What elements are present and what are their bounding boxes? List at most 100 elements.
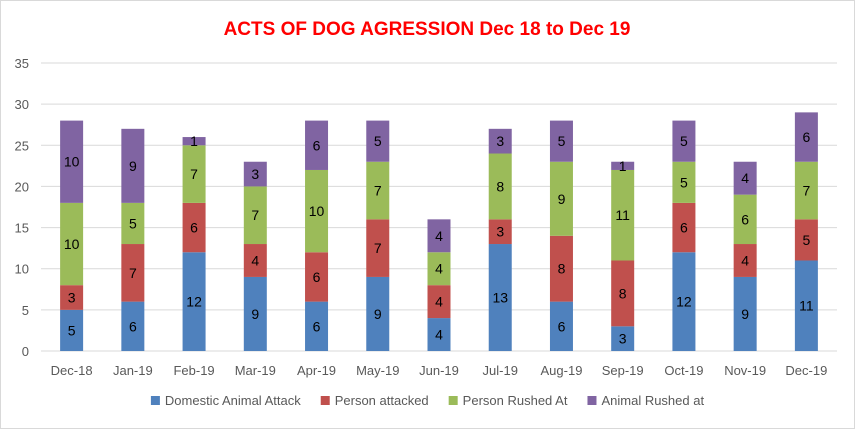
bar-segment bbox=[182, 202, 206, 253]
bar-segment bbox=[672, 252, 696, 351]
x-tick-label: Dec-18 bbox=[51, 363, 93, 378]
bar-segment bbox=[488, 244, 512, 351]
data-label: 6 bbox=[190, 220, 198, 236]
legend-label: Animal Rushed at bbox=[601, 393, 704, 408]
legend-swatch bbox=[150, 396, 160, 405]
data-label: 4 bbox=[435, 327, 443, 343]
data-label: 13 bbox=[492, 290, 508, 306]
data-label: 9 bbox=[741, 306, 749, 322]
data-label: 10 bbox=[309, 203, 325, 219]
x-tick-label: Jun-19 bbox=[419, 363, 459, 378]
data-label: 5 bbox=[558, 133, 566, 149]
data-label: 11 bbox=[615, 207, 630, 223]
data-label: 4 bbox=[741, 170, 749, 186]
bar-segment bbox=[366, 161, 390, 220]
bar-segment bbox=[305, 252, 329, 302]
data-label: 4 bbox=[741, 252, 749, 268]
data-label: 6 bbox=[558, 318, 566, 334]
y-axis: 0 5 10 15 20 25 30 35 bbox=[15, 56, 29, 359]
data-label: 6 bbox=[129, 318, 137, 334]
bar-segment bbox=[549, 301, 573, 351]
legend-item: Domestic Animal Attack bbox=[150, 393, 301, 408]
data-label: 3 bbox=[619, 331, 627, 347]
bar-segment bbox=[488, 153, 512, 220]
x-tick-label: Aug-19 bbox=[541, 363, 583, 378]
x-tick-label: Mar-19 bbox=[235, 363, 276, 378]
x-tick-label: Oct-19 bbox=[664, 363, 703, 378]
data-label: 5 bbox=[68, 322, 76, 338]
bar-segment bbox=[611, 260, 635, 327]
y-tick-label: 5 bbox=[22, 303, 29, 318]
chart-title: ACTS OF DOG AGRESSION Dec 18 to Dec 19 bbox=[224, 19, 631, 40]
data-label: 10 bbox=[64, 154, 80, 170]
legend-item: Animal Rushed at bbox=[587, 393, 704, 408]
bar-segment bbox=[672, 120, 696, 162]
y-tick-label: 20 bbox=[15, 179, 29, 194]
data-label: 7 bbox=[190, 166, 198, 182]
data-label: 3 bbox=[251, 166, 259, 182]
bar-segment bbox=[182, 145, 206, 203]
data-label: 6 bbox=[313, 318, 321, 334]
data-label: 9 bbox=[374, 306, 382, 322]
data-label: 11 bbox=[799, 298, 814, 314]
x-tick-label: Apr-19 bbox=[297, 363, 336, 378]
legend-swatch bbox=[587, 396, 597, 405]
bar-segment bbox=[549, 120, 573, 162]
bar-segment bbox=[611, 161, 635, 170]
data-label: 5 bbox=[680, 174, 688, 190]
data-label: 6 bbox=[802, 129, 810, 145]
data-label: 9 bbox=[251, 306, 259, 322]
data-label: 9 bbox=[558, 191, 566, 207]
x-tick-label: Dec-19 bbox=[785, 363, 827, 378]
bar-segment bbox=[305, 169, 329, 253]
data-label: 5 bbox=[374, 133, 382, 149]
data-label: 1 bbox=[190, 133, 198, 149]
data-label: 6 bbox=[680, 220, 688, 236]
bar-segment bbox=[427, 285, 451, 319]
data-label: 6 bbox=[313, 137, 321, 153]
bar-segment bbox=[243, 244, 267, 277]
bar-segment bbox=[121, 244, 145, 302]
bar-segment bbox=[733, 244, 757, 277]
bar-segment bbox=[366, 219, 390, 277]
bar-segment bbox=[733, 194, 757, 245]
bar-segment bbox=[427, 318, 451, 351]
bar-segment bbox=[549, 161, 573, 236]
bar-segment bbox=[488, 128, 512, 154]
data-label: 3 bbox=[496, 133, 504, 149]
bar-segment bbox=[672, 202, 696, 253]
x-tick-label: Jul-19 bbox=[483, 363, 518, 378]
data-label: 4 bbox=[435, 228, 443, 244]
data-label: 1 bbox=[619, 158, 627, 174]
bar-segment bbox=[611, 326, 635, 351]
data-label: 7 bbox=[251, 207, 259, 223]
bar-segment bbox=[60, 285, 84, 310]
data-label: 6 bbox=[741, 211, 749, 227]
y-tick-label: 10 bbox=[15, 262, 29, 277]
data-label: 4 bbox=[435, 294, 443, 310]
bar-segment bbox=[305, 301, 329, 351]
data-label: 5 bbox=[680, 133, 688, 149]
bar-segment bbox=[366, 276, 390, 351]
y-tick-label: 25 bbox=[15, 138, 29, 153]
y-tick-label: 0 bbox=[22, 344, 29, 359]
legend-label: Person attacked bbox=[335, 393, 429, 408]
bar-segment bbox=[243, 186, 267, 245]
bar-segment bbox=[427, 252, 451, 286]
x-axis: Dec-18 Jan-19 Feb-19 Mar-19 Apr-19 May-19 Jun-… bbox=[51, 363, 828, 378]
bar-segment bbox=[794, 112, 818, 162]
y-tick-label: 35 bbox=[15, 56, 29, 71]
bar-segment bbox=[794, 161, 818, 220]
bars: 5310106759126719473661069775444413383689… bbox=[60, 112, 818, 351]
legend-item: Person Rushed At bbox=[448, 393, 568, 408]
data-label: 6 bbox=[313, 269, 321, 285]
bar-segment bbox=[121, 202, 145, 245]
data-label: 3 bbox=[68, 290, 76, 306]
y-tick-label: 30 bbox=[15, 97, 29, 112]
bar-segment bbox=[243, 161, 267, 187]
bar-segment bbox=[611, 169, 635, 261]
legend-item: Person attacked bbox=[320, 393, 429, 408]
bar-segment bbox=[121, 301, 145, 351]
